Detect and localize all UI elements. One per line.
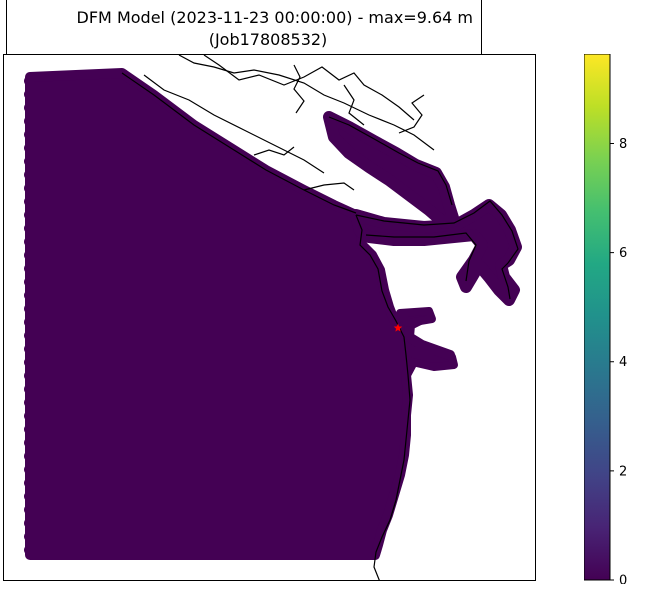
colorbar-gradient	[584, 54, 611, 581]
model-domain-inlets	[396, 307, 458, 371]
model-domain-strait	[350, 199, 522, 306]
colorbar-tick-label: 2	[619, 464, 627, 479]
chart-subtitle: (Job17808532)	[208, 30, 328, 49]
colorbar-ticks: 0 2 4 6 8	[610, 137, 627, 584]
station-star	[393, 323, 403, 332]
model-domain-georgia	[323, 111, 460, 229]
colorbar-tick-label: 6	[619, 246, 627, 261]
map-plot	[24, 55, 522, 580]
coastlines	[121, 55, 519, 580]
station-star-marker	[393, 323, 403, 332]
colorbar-tick-label: 0	[619, 574, 627, 585]
colorbar-tick-label: 8	[619, 137, 627, 152]
colorbar: 0 2 4 6 8	[584, 54, 627, 584]
colorbar-tick-label: 4	[619, 355, 627, 370]
map-frame	[3, 54, 536, 581]
title-box: DFM Model (2023-11-23 00:00:00) - max=9.…	[6, 0, 482, 54]
chart-title: DFM Model (2023-11-23 00:00:00) - max=9.…	[76, 8, 473, 27]
